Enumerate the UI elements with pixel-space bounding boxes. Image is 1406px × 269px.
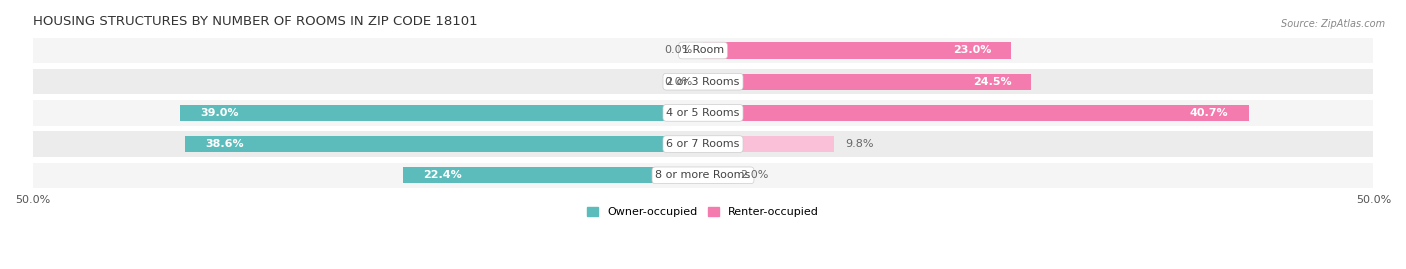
Text: 2 or 3 Rooms: 2 or 3 Rooms bbox=[666, 77, 740, 87]
Bar bbox=[32, 131, 1374, 157]
Text: 38.6%: 38.6% bbox=[205, 139, 245, 149]
Text: 4 or 5 Rooms: 4 or 5 Rooms bbox=[666, 108, 740, 118]
Text: 40.7%: 40.7% bbox=[1189, 108, 1229, 118]
Text: 6 or 7 Rooms: 6 or 7 Rooms bbox=[666, 139, 740, 149]
Text: 1 Room: 1 Room bbox=[682, 45, 724, 55]
Bar bbox=[703, 167, 730, 183]
Text: 39.0%: 39.0% bbox=[200, 108, 239, 118]
Text: HOUSING STRUCTURES BY NUMBER OF ROOMS IN ZIP CODE 18101: HOUSING STRUCTURES BY NUMBER OF ROOMS IN… bbox=[32, 15, 477, 28]
Text: 0.0%: 0.0% bbox=[664, 77, 692, 87]
Text: 24.5%: 24.5% bbox=[973, 77, 1011, 87]
Bar bbox=[32, 100, 1374, 126]
Bar bbox=[32, 162, 1374, 188]
Bar bbox=[402, 167, 703, 183]
Text: 23.0%: 23.0% bbox=[953, 45, 991, 55]
Bar bbox=[703, 43, 1011, 59]
Text: 22.4%: 22.4% bbox=[423, 170, 461, 180]
Legend: Owner-occupied, Renter-occupied: Owner-occupied, Renter-occupied bbox=[582, 203, 824, 222]
Text: 8 or more Rooms: 8 or more Rooms bbox=[655, 170, 751, 180]
Text: Source: ZipAtlas.com: Source: ZipAtlas.com bbox=[1281, 19, 1385, 29]
Text: 0.0%: 0.0% bbox=[664, 45, 692, 55]
Bar bbox=[32, 69, 1374, 94]
Text: 2.0%: 2.0% bbox=[741, 170, 769, 180]
Bar bbox=[703, 136, 834, 152]
Bar bbox=[186, 136, 703, 152]
Bar bbox=[180, 105, 703, 121]
Bar bbox=[32, 38, 1374, 63]
Bar bbox=[703, 74, 1032, 90]
Bar bbox=[703, 105, 1249, 121]
Text: 9.8%: 9.8% bbox=[845, 139, 873, 149]
